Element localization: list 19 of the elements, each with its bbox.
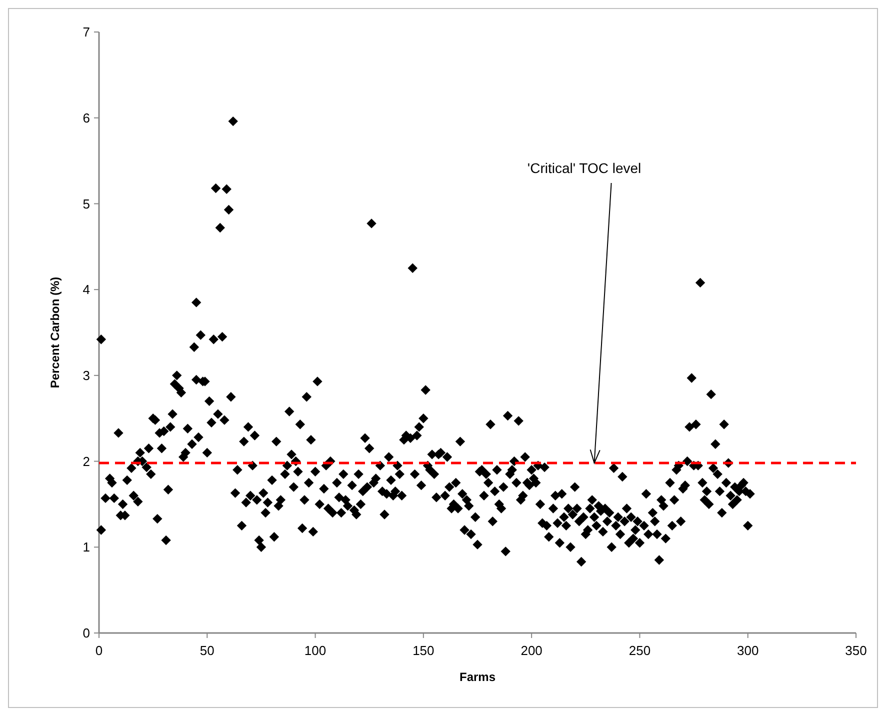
x-tick-label: 250 (628, 643, 651, 658)
x-tick-label: 0 (95, 643, 103, 658)
x-tick-label: 50 (200, 643, 214, 658)
y-tick-label: 5 (82, 196, 90, 212)
y-tick-label: 0 (82, 626, 90, 641)
y-tick-label: 1 (82, 540, 90, 555)
y-tick-label: 4 (82, 282, 90, 298)
x-tick-label: 200 (520, 643, 542, 658)
x-tick-label: 350 (845, 643, 867, 658)
y-axis-title: Percent Carbon (%) (48, 276, 62, 388)
y-tick-label: 7 (82, 24, 90, 40)
annotation: 'Critical' TOC level (527, 160, 642, 176)
y-tick-label: 3 (82, 368, 90, 383)
x-tick-label: 100 (304, 643, 326, 658)
x-tick-label: 150 (412, 643, 434, 658)
y-tick-label: 6 (82, 110, 90, 126)
x-axis-title: Farms (459, 670, 496, 684)
x-tick-label: 300 (737, 643, 759, 658)
y-tick-label: 2 (82, 454, 90, 469)
